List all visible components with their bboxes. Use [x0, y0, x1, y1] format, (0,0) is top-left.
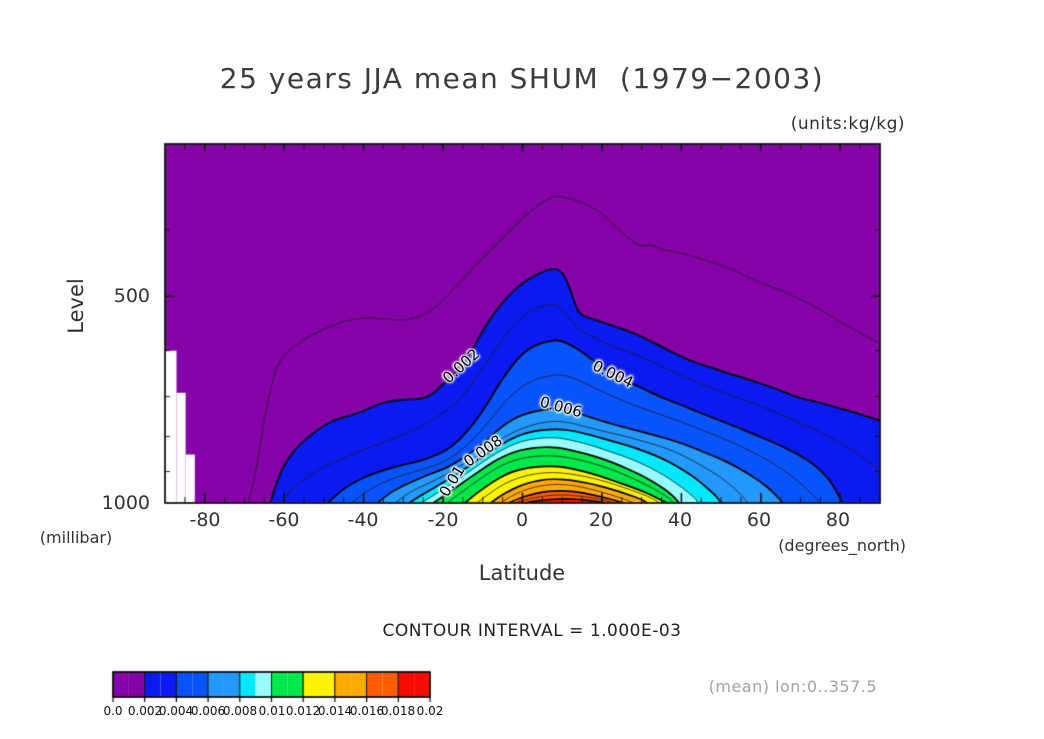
- colorbar-label-10: 0.02: [416, 704, 444, 718]
- x-tick-label-m20: -20: [427, 509, 459, 531]
- x-tick-label-60: 60: [746, 509, 772, 531]
- colorbar-label-2: 0.004: [158, 704, 194, 718]
- colorbar-label-0: 0.0: [103, 704, 123, 718]
- colorbar-label-1: 0.002: [127, 704, 163, 718]
- x-tick-label-0: 0: [515, 509, 529, 531]
- colorbar-label-5: 0.01: [258, 704, 286, 718]
- contour-interval-note: CONTOUR INTERVAL = 1.000E-03: [382, 621, 682, 641]
- units-note: (units:kg/kg): [790, 114, 905, 134]
- y-axis-unit: (millibar): [39, 528, 113, 547]
- x-tick-label-m80: -80: [189, 509, 221, 531]
- x-axis-unit: (degrees_north): [778, 536, 906, 555]
- colorbar-label-6: 0.012: [285, 704, 321, 718]
- colorbar-label-8: 0.016: [349, 704, 385, 718]
- y-tick-label-500: 500: [113, 285, 150, 307]
- x-tick-label-m60: -60: [268, 509, 300, 531]
- x-tick-label-40: 40: [667, 509, 693, 531]
- x-tick-label-m40: -40: [347, 509, 379, 531]
- x-tick-label-20: 20: [588, 509, 614, 531]
- chart-title: 25 years JJA mean SHUM (1979−2003): [219, 62, 825, 95]
- y-axis-title: Level: [64, 278, 88, 334]
- mean-lon-note: (mean) lon:0..357.5: [708, 677, 877, 696]
- colorbar-label-3: 0.006: [190, 704, 226, 718]
- x-tick-label-80: 80: [825, 509, 851, 531]
- colorbar-label-9: 0.018: [380, 704, 416, 718]
- colorbar-label-7: 0.014: [317, 704, 353, 718]
- x-axis-title: Latitude: [478, 561, 566, 585]
- colorbar-label-4: 0.008: [222, 704, 258, 718]
- y-tick-label-1000: 1000: [101, 492, 150, 514]
